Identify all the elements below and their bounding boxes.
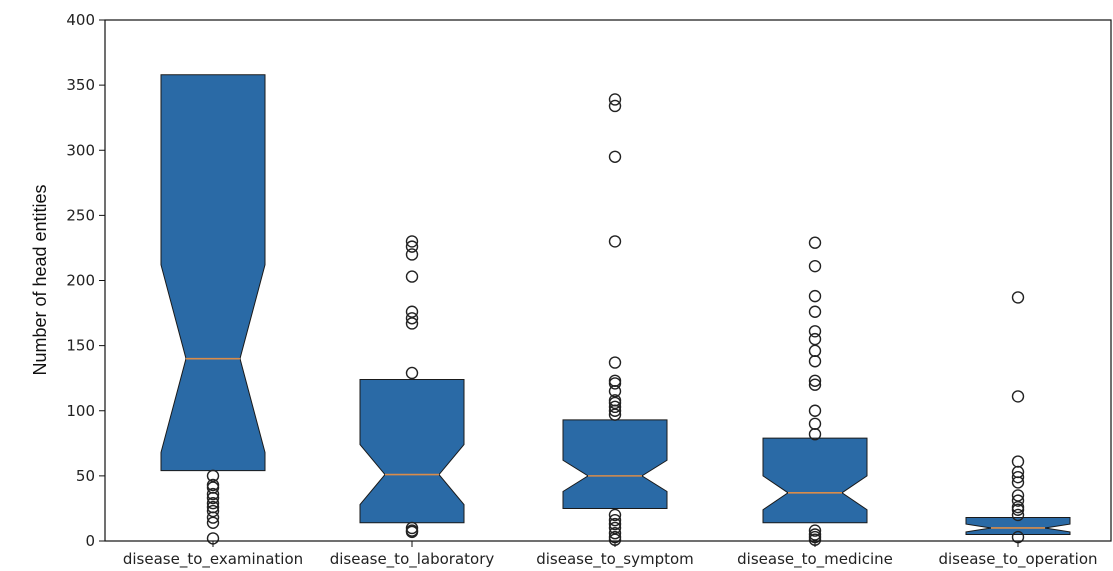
outlier-point bbox=[206, 516, 220, 529]
outlier-point bbox=[1011, 455, 1025, 468]
x-tick-label-disease_to_examination: disease_to_examination bbox=[123, 550, 303, 569]
box-disease_to_operation bbox=[965, 291, 1071, 544]
outlier-point bbox=[608, 400, 622, 414]
outlier-point bbox=[608, 385, 622, 398]
outlier-point bbox=[405, 525, 419, 539]
y-tick-label-0: 0 bbox=[85, 532, 95, 550]
box-body bbox=[965, 517, 1071, 535]
outlier-point bbox=[206, 511, 220, 524]
outlier-point bbox=[808, 374, 822, 387]
outlier-point bbox=[405, 248, 419, 261]
outlier-point bbox=[405, 240, 419, 253]
y-tick-label-100: 100 bbox=[66, 402, 95, 420]
y-tick-label-350: 350 bbox=[66, 76, 95, 94]
box-body bbox=[562, 419, 668, 509]
outlier-point bbox=[1011, 476, 1025, 489]
outlier-point bbox=[405, 305, 419, 318]
outlier-point bbox=[608, 235, 622, 248]
outlier-point bbox=[608, 356, 622, 369]
outlier-point bbox=[608, 521, 622, 535]
x-tick-label-disease_to_medicine: disease_to_medicine bbox=[737, 550, 893, 569]
outlier-point bbox=[206, 469, 220, 483]
outlier-point bbox=[206, 497, 220, 510]
outlier-point bbox=[608, 377, 622, 390]
outlier-point bbox=[808, 355, 822, 368]
outlier-point bbox=[608, 93, 622, 106]
box-body bbox=[762, 437, 868, 524]
outlier-point bbox=[405, 366, 419, 380]
outlier-point bbox=[405, 312, 419, 325]
outlier-point bbox=[608, 396, 622, 410]
outlier-point bbox=[405, 270, 419, 283]
outlier-point bbox=[206, 491, 220, 505]
outlier-point bbox=[608, 526, 622, 540]
x-tick-label-disease_to_operation: disease_to_operation bbox=[938, 550, 1097, 569]
outlier-point bbox=[1011, 291, 1025, 304]
box-body bbox=[359, 378, 465, 524]
box-disease_to_laboratory bbox=[359, 235, 465, 539]
y-tick-label-400: 400 bbox=[66, 11, 95, 29]
outlier-point bbox=[1011, 508, 1025, 522]
outlier-point bbox=[608, 408, 622, 421]
y-axis: 0 50 100 150 200 250 300 350 400 bbox=[66, 11, 105, 550]
outlier-point bbox=[808, 378, 822, 391]
outlier-point bbox=[608, 513, 622, 527]
outlier-point bbox=[206, 481, 220, 494]
outlier-point bbox=[1011, 470, 1025, 484]
outlier-point bbox=[808, 344, 822, 358]
outlier-point bbox=[1011, 494, 1025, 507]
plot-marks bbox=[160, 74, 1071, 546]
outlier-point bbox=[808, 259, 822, 273]
outlier-point bbox=[608, 508, 622, 522]
outlier-point bbox=[608, 404, 622, 417]
outlier-point bbox=[405, 317, 419, 330]
box-body bbox=[160, 74, 266, 472]
y-tick-label-50: 50 bbox=[76, 467, 95, 485]
x-axis: disease_to_examination disease_to_laborat… bbox=[123, 541, 1098, 569]
outlier-point bbox=[808, 236, 822, 249]
outlier-point bbox=[608, 150, 622, 163]
box-disease_to_medicine bbox=[762, 236, 868, 546]
outlier-point bbox=[808, 524, 822, 537]
outlier-point bbox=[206, 487, 220, 501]
y-tick-label-250: 250 bbox=[66, 206, 95, 224]
x-tick-label-disease_to_laboratory: disease_to_laboratory bbox=[330, 550, 495, 569]
box-disease_to_symptom bbox=[562, 93, 668, 546]
outlier-point bbox=[405, 235, 419, 248]
outlier-point bbox=[206, 504, 220, 518]
x-tick-label-disease_to_symptom: disease_to_symptom bbox=[536, 550, 694, 569]
y-axis-label: Number of head entities bbox=[30, 184, 50, 375]
y-tick-label-300: 300 bbox=[66, 141, 95, 159]
outlier-point bbox=[808, 305, 822, 318]
outlier-point bbox=[808, 417, 822, 430]
y-tick-label-150: 150 bbox=[66, 337, 95, 355]
outlier-point bbox=[808, 332, 822, 346]
outlier-point bbox=[1011, 503, 1025, 516]
outlier-point bbox=[608, 374, 622, 387]
y-tick-label-200: 200 bbox=[66, 272, 95, 290]
outlier-point bbox=[608, 517, 622, 531]
outlier-point bbox=[808, 325, 822, 338]
outlier-point bbox=[808, 289, 822, 303]
outlier-point bbox=[608, 99, 622, 113]
outlier-point bbox=[1011, 390, 1025, 403]
outlier-point bbox=[808, 404, 822, 417]
box-disease_to_examination bbox=[160, 74, 266, 545]
outlier-point bbox=[1011, 489, 1025, 502]
outlier-point bbox=[808, 427, 822, 441]
